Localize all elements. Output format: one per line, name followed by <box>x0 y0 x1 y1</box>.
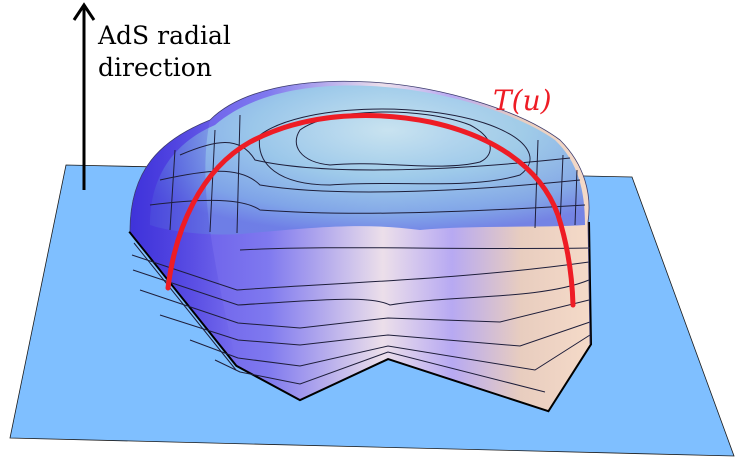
contour-lines <box>131 108 591 393</box>
radial-arrow-head <box>72 2 96 21</box>
contour-line <box>139 289 590 329</box>
contour-line <box>159 170 581 193</box>
geodesic-curve <box>165 113 576 308</box>
contour-line <box>179 142 571 171</box>
contour-line <box>214 351 546 393</box>
axis-label: AdS radial direction <box>98 20 231 84</box>
dome-outline <box>129 80 591 345</box>
contour-line <box>189 334 591 371</box>
contour-line <box>159 314 591 347</box>
contour-line <box>295 111 491 167</box>
contour-line <box>534 139 578 229</box>
dome-left-shade <box>130 120 237 365</box>
axis-label-line1: AdS radial <box>98 21 231 50</box>
contour-line <box>131 254 590 291</box>
dome-top <box>150 85 585 235</box>
contour-line <box>149 199 586 214</box>
contour-line <box>258 108 531 186</box>
contour-line <box>132 269 590 306</box>
curve-label: T(u) <box>493 84 552 117</box>
contour-line <box>169 114 241 234</box>
axis-label-line2: direction <box>98 53 212 82</box>
